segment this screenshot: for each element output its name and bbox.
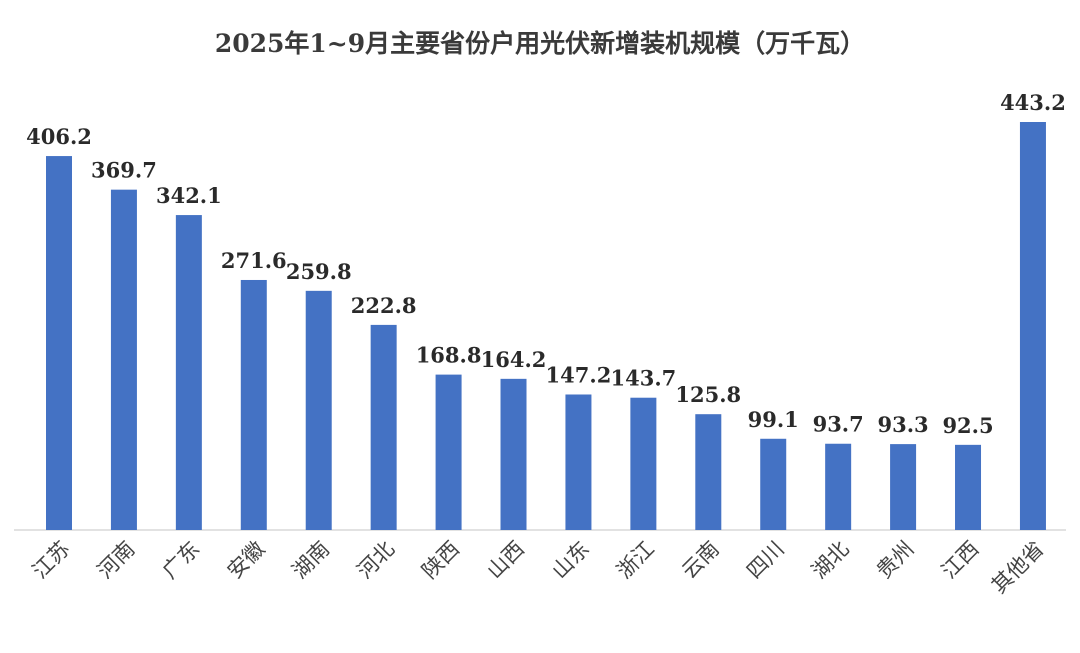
bar <box>760 438 787 530</box>
x-tick-label: 安徽 <box>223 537 270 584</box>
data-label: 164.2 <box>481 347 547 372</box>
data-label: 143.7 <box>610 366 676 391</box>
bar <box>500 378 527 530</box>
bar <box>1019 122 1046 530</box>
data-label: 406.2 <box>26 124 92 149</box>
data-label: 168.8 <box>416 343 482 368</box>
bar <box>630 397 657 530</box>
x-tick-label: 浙江 <box>612 537 659 584</box>
bar <box>890 444 917 530</box>
data-label: 125.8 <box>675 382 741 407</box>
x-tick-label: 贵州 <box>872 537 919 584</box>
bar <box>370 324 397 530</box>
x-tick-label: 山西 <box>482 537 529 584</box>
data-label: 99.1 <box>748 407 799 432</box>
x-tick-label: 河北 <box>353 537 400 584</box>
x-tick-label: 陕西 <box>417 537 464 584</box>
data-label: 443.2 <box>1000 90 1066 115</box>
data-label: 93.3 <box>878 412 929 437</box>
x-tick-label: 湖南 <box>288 537 335 584</box>
bar <box>240 279 267 530</box>
chart-title: 2025年1~9月主要省份户用光伏新增装机规模（万千瓦） <box>214 29 866 58</box>
x-tick-label: 云南 <box>677 537 724 584</box>
bar <box>825 443 852 530</box>
bar <box>695 414 722 530</box>
data-label: 92.5 <box>942 413 993 438</box>
bar <box>955 444 982 530</box>
bar <box>46 156 72 530</box>
bar <box>110 189 137 530</box>
data-label: 369.7 <box>91 158 157 183</box>
x-tick-label: 湖北 <box>807 537 854 584</box>
x-tick-label: 四川 <box>742 537 789 584</box>
x-tick-label: 山东 <box>547 537 594 584</box>
data-label: 147.2 <box>546 362 612 387</box>
x-tick-label: 江西 <box>937 537 984 584</box>
x-tick-label: 江苏 <box>28 537 75 584</box>
bar <box>435 374 462 530</box>
x-tick-label: 其他省 <box>987 537 1049 599</box>
bar <box>565 394 592 530</box>
data-label: 222.8 <box>351 293 417 318</box>
bar <box>175 215 202 530</box>
data-label: 271.6 <box>221 248 287 273</box>
bar <box>305 290 332 530</box>
x-tick-label: 河南 <box>93 537 140 584</box>
data-label: 93.7 <box>813 412 864 437</box>
data-label: 342.1 <box>156 183 222 208</box>
x-tick-label: 广东 <box>158 537 205 584</box>
data-label: 259.8 <box>286 259 352 284</box>
